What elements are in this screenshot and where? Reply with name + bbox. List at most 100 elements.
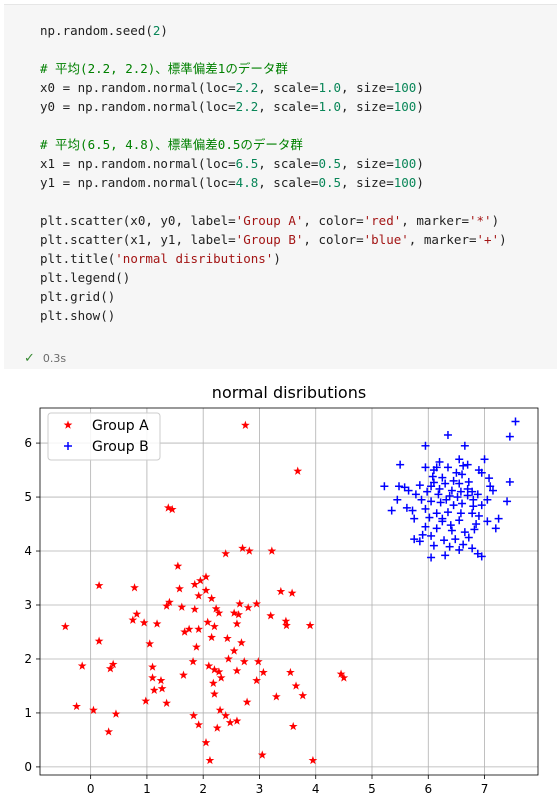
star-point — [201, 585, 211, 595]
code-token: 'normal disributions' — [115, 251, 274, 266]
star-point — [128, 615, 138, 624]
star-point — [257, 750, 267, 759]
plus-point — [491, 524, 500, 533]
star-point — [244, 546, 254, 555]
plus-point — [427, 482, 436, 491]
x-tick-label: 4 — [312, 782, 320, 796]
plus-point — [486, 482, 495, 491]
legend: Group A Group B — [47, 412, 161, 461]
plus-point — [469, 495, 478, 504]
code-cell[interactable]: np.random.seed(2) # 平均(2.2, 2.2)、標準偏差1のデ… — [4, 4, 557, 369]
plus-point — [460, 528, 469, 537]
code-line: # 平均(6.5, 4.8)、標準偏差0.5のデータ群 — [40, 135, 507, 154]
plus-point — [474, 511, 483, 520]
plus-point — [396, 460, 405, 469]
star-point — [132, 609, 142, 618]
legend-label: Group B — [92, 439, 149, 455]
plus-point — [438, 473, 447, 482]
code-token: ) — [416, 156, 424, 171]
star-point — [237, 638, 246, 647]
code-token: plt.scatter(x1, y1, label= — [40, 232, 236, 247]
plus-point — [449, 476, 458, 485]
plus-point — [421, 522, 430, 531]
series-group-b — [380, 417, 520, 562]
plus-point — [441, 551, 450, 560]
plus-point — [432, 509, 441, 518]
star-point — [148, 673, 157, 682]
star-point — [210, 689, 219, 698]
star-point — [211, 604, 221, 613]
code-token: # 平均(2.2, 2.2)、標準偏差1のデータ群 — [40, 61, 288, 76]
plus-point — [443, 430, 452, 439]
scatter-chart: 0 1 2 3 4 5 6 7 0 1 2 3 4 5 6 normal disributions Grou… — [24, 383, 539, 796]
code-token: '+' — [476, 232, 500, 247]
plus-point — [458, 499, 467, 508]
code-token: 'blue' — [363, 232, 409, 247]
plus-point — [402, 503, 411, 512]
code-line — [40, 192, 507, 211]
star-point — [271, 692, 281, 701]
code-token: x1 = np.random.normal(loc= — [40, 156, 236, 171]
plus-point — [505, 432, 514, 441]
star-point — [141, 696, 151, 705]
plus-point — [393, 495, 402, 504]
x-tick-label: 2 — [199, 782, 207, 796]
plus-point — [395, 482, 404, 491]
star-point — [207, 593, 216, 603]
plus-point — [463, 484, 472, 493]
code-editor[interactable]: np.random.seed(2) # 平均(2.2, 2.2)、標準偏差1のデ… — [40, 21, 507, 325]
plus-point — [460, 441, 469, 450]
y-tick-label: 3 — [24, 598, 32, 612]
y-tick-label: 5 — [24, 490, 32, 504]
series-group-a — [60, 420, 349, 765]
code-token: ) — [273, 251, 281, 266]
plus-point — [464, 477, 473, 486]
code-line — [40, 116, 507, 135]
code-token: , marker= — [401, 213, 469, 228]
plus-point — [468, 544, 477, 553]
star-point — [253, 657, 263, 666]
plus-point — [468, 509, 477, 518]
code-line: plt.scatter(x0, y0, label='Group A', col… — [40, 211, 507, 230]
code-line: plt.title('normal disributions') — [40, 249, 507, 268]
code-line: plt.grid() — [40, 287, 507, 306]
star-point — [238, 543, 247, 553]
star-point — [156, 675, 166, 685]
plus-point — [451, 535, 460, 544]
code-line: plt.legend() — [40, 268, 507, 287]
code-token: ) — [491, 213, 500, 228]
star-point — [163, 503, 173, 512]
axis-ticks: 0 1 2 3 4 5 6 7 0 1 2 3 4 5 6 — [24, 436, 488, 796]
plus-point — [427, 497, 436, 506]
code-token: np.random.seed — [40, 23, 146, 38]
star-point — [205, 755, 215, 765]
plus-point — [511, 417, 520, 426]
code-token: 2.2 — [235, 80, 259, 95]
plus-point — [441, 479, 450, 488]
code-token: , size= — [341, 156, 394, 171]
star-point — [139, 618, 149, 627]
plus-point — [421, 463, 430, 472]
plus-point — [387, 506, 396, 515]
star-point — [243, 603, 253, 612]
star-point — [223, 633, 232, 643]
plus-point — [417, 495, 426, 504]
star-point — [104, 727, 114, 736]
star-point — [204, 661, 214, 670]
code-token: plt.legend() — [40, 270, 131, 285]
star-point — [152, 619, 162, 628]
star-point — [276, 586, 286, 596]
code-line: np.random.seed(2) — [40, 21, 507, 40]
star-point — [179, 670, 188, 679]
star-point — [229, 646, 239, 655]
data-points — [60, 417, 520, 765]
star-point — [239, 657, 249, 666]
plus-point — [404, 486, 413, 495]
star-point — [291, 681, 301, 690]
x-tick-label: 3 — [256, 782, 264, 796]
plot-frame — [39, 407, 539, 776]
star-point — [108, 659, 118, 669]
star-point — [221, 711, 231, 720]
plus-point — [434, 490, 443, 499]
star-point — [194, 624, 204, 633]
